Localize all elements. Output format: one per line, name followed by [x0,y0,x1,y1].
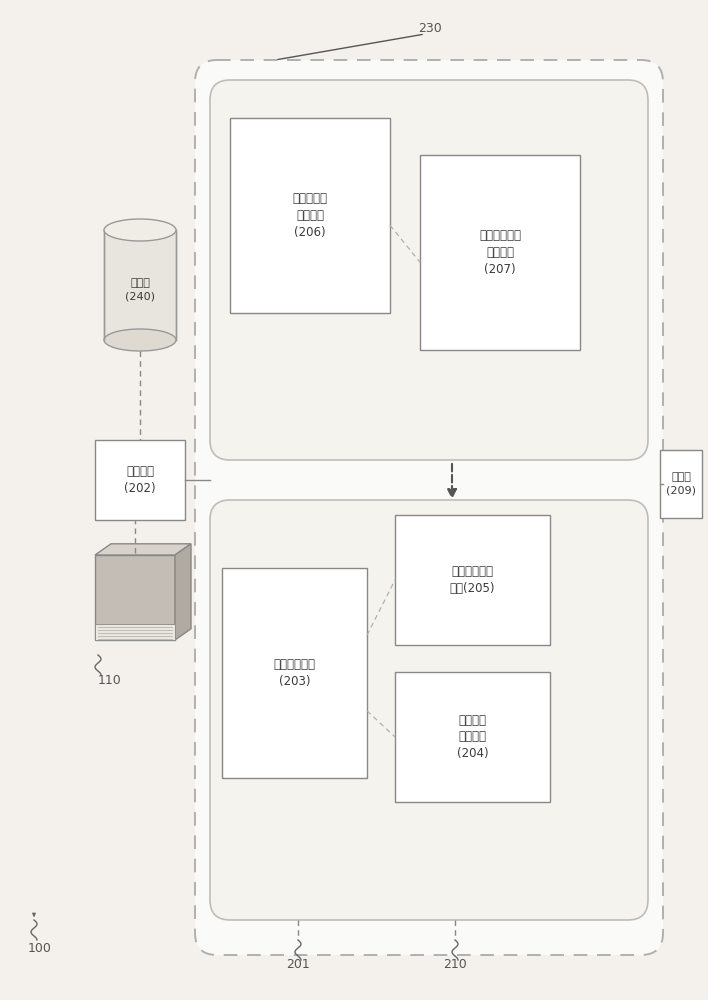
Bar [420,155,580,350]
Ellipse shape [104,219,176,241]
Ellipse shape [104,329,176,351]
Text: 处理器
(209): 处理器 (209) [666,472,696,496]
Bar [95,624,175,640]
Bar [95,440,185,520]
Bar [104,230,176,340]
Bar [395,515,550,645]
Text: 110: 110 [98,674,122,686]
Text: 210: 210 [443,958,467,972]
Text: 201: 201 [286,958,310,972]
Text: 背景变变率
训练模块
(206): 背景变变率 训练模块 (206) [292,192,328,239]
Text: 测序模块
(202): 测序模块 (202) [124,465,156,495]
Bar [222,568,367,778]
Text: 230: 230 [418,21,442,34]
Bar [95,555,175,640]
Polygon shape [175,544,191,640]
Text: 100: 100 [28,942,52,954]
FancyBboxPatch shape [195,60,663,955]
FancyBboxPatch shape [210,80,648,460]
Text: 肿瘤变变
估计模块
(204): 肿瘤变变 估计模块 (204) [457,714,489,760]
Text: 高斯混合模型
训练模块
(207): 高斯混合模型 训练模块 (207) [479,229,521,276]
FancyBboxPatch shape [210,500,648,920]
Bar [230,118,390,313]
Text: 存储器
(240): 存储器 (240) [125,278,155,302]
Text: 变变鉴定模块
(203): 变变鉴定模块 (203) [273,658,316,688]
Bar [395,672,550,802]
Text: 高斯混合模型
模块(205): 高斯混合模型 模块(205) [450,565,496,595]
Bar [660,450,702,518]
Polygon shape [95,544,191,555]
